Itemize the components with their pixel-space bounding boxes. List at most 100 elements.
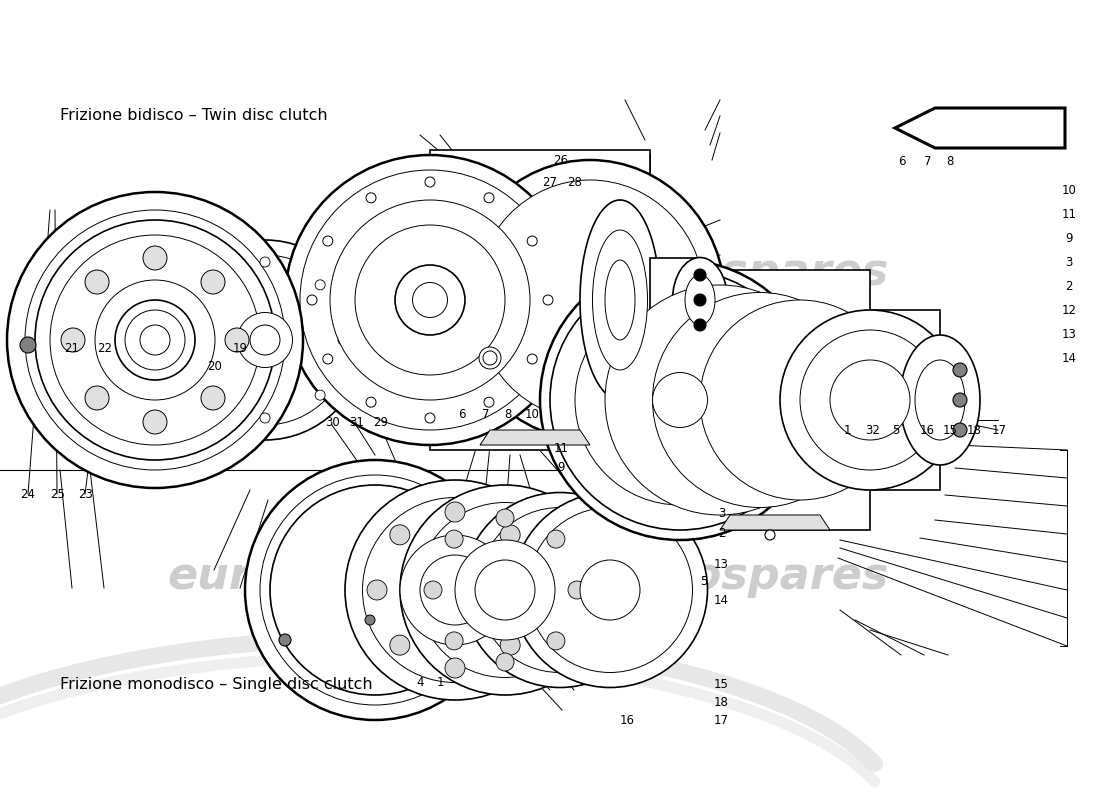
Text: 15: 15 [714,678,729,690]
Text: 3: 3 [1066,256,1072,269]
Circle shape [694,294,706,306]
Circle shape [694,269,706,281]
Text: 18: 18 [714,696,729,709]
Ellipse shape [50,235,260,445]
Ellipse shape [593,230,648,370]
Circle shape [367,580,387,600]
Ellipse shape [35,220,275,460]
Ellipse shape [550,270,810,530]
Polygon shape [720,515,830,530]
Ellipse shape [462,493,658,687]
Ellipse shape [580,560,640,620]
Text: 24: 24 [20,488,35,501]
Text: 1: 1 [437,676,443,689]
Text: 13: 13 [714,558,729,570]
Circle shape [60,328,85,352]
Ellipse shape [412,282,448,318]
Circle shape [425,177,435,187]
Circle shape [522,580,543,600]
Ellipse shape [575,295,785,505]
Text: 4: 4 [417,676,424,689]
Text: 17: 17 [991,424,1006,437]
Text: 9: 9 [558,461,564,474]
Circle shape [260,413,270,423]
Text: 21: 21 [64,342,79,354]
Ellipse shape [25,210,285,470]
Circle shape [260,257,270,267]
Ellipse shape [685,275,715,325]
Ellipse shape [355,225,505,375]
Polygon shape [870,310,940,490]
Text: 7: 7 [924,155,931,168]
Text: 20: 20 [207,360,222,373]
Text: 27: 27 [542,176,558,189]
Circle shape [446,502,465,522]
Circle shape [366,193,376,203]
Text: 2: 2 [718,527,725,540]
Circle shape [446,658,465,678]
Text: 8: 8 [947,155,954,168]
Text: 32: 32 [865,424,880,437]
Ellipse shape [238,313,293,367]
Circle shape [953,363,967,377]
Circle shape [338,335,348,345]
Ellipse shape [420,555,490,625]
Text: 9: 9 [1066,232,1072,245]
Ellipse shape [7,192,303,488]
Text: 26: 26 [553,154,569,166]
Text: eurospares: eurospares [607,554,889,598]
Circle shape [143,410,167,434]
Ellipse shape [513,493,707,687]
Circle shape [279,634,292,646]
Circle shape [424,581,442,599]
Text: 5: 5 [892,424,899,437]
Ellipse shape [400,485,610,695]
Polygon shape [480,430,590,445]
Ellipse shape [363,498,548,682]
Circle shape [85,386,109,410]
Text: eurospares: eurospares [167,250,449,294]
Ellipse shape [455,160,725,440]
Circle shape [547,632,565,650]
Circle shape [496,653,514,671]
Ellipse shape [780,310,960,490]
Ellipse shape [478,347,500,369]
Circle shape [500,525,520,545]
Ellipse shape [652,293,868,507]
Text: 6: 6 [899,155,905,168]
Circle shape [446,530,463,548]
Circle shape [496,509,514,527]
Text: 14: 14 [1062,352,1077,365]
Text: 11: 11 [553,442,569,454]
Circle shape [389,635,410,655]
Polygon shape [680,270,870,530]
Ellipse shape [652,373,707,427]
Ellipse shape [915,360,965,440]
Ellipse shape [477,507,642,673]
Circle shape [316,390,326,400]
Text: 7: 7 [483,408,490,421]
Polygon shape [430,150,650,450]
Text: 10: 10 [525,408,540,421]
Circle shape [484,397,494,407]
Text: 13: 13 [1062,328,1077,341]
Ellipse shape [165,240,365,440]
Ellipse shape [300,170,560,430]
Circle shape [500,635,520,655]
Circle shape [143,246,167,270]
Ellipse shape [95,280,214,400]
Text: 10: 10 [1062,184,1077,197]
Text: 25: 25 [50,488,65,501]
Circle shape [365,615,375,625]
Text: 16: 16 [920,424,935,437]
Ellipse shape [528,507,693,673]
Ellipse shape [672,258,727,342]
Ellipse shape [345,480,565,700]
Circle shape [201,270,225,294]
Ellipse shape [140,325,170,355]
Circle shape [446,632,463,650]
Ellipse shape [900,335,980,465]
Ellipse shape [580,200,660,400]
Text: 12: 12 [1062,304,1077,317]
Ellipse shape [245,460,505,720]
